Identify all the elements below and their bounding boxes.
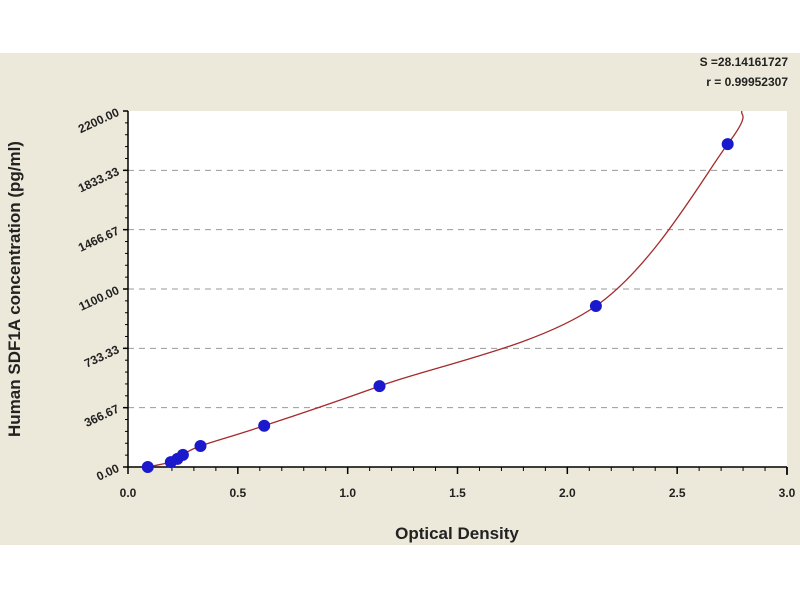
data-point <box>141 461 154 473</box>
x-tick-label: 0.0 <box>120 486 137 500</box>
data-point <box>589 299 602 312</box>
data-point <box>258 419 271 432</box>
x-axis-label: Optical Density <box>395 524 519 543</box>
y-tick-label: 366.67 <box>82 402 121 430</box>
x-tick-label: 2.0 <box>559 486 576 500</box>
plot-area <box>128 111 787 467</box>
y-tick-label: 1100.00 <box>77 283 122 314</box>
y-tick-label: 2200.00 <box>76 105 122 136</box>
y-tick-label: 1466.67 <box>76 224 122 255</box>
data-point <box>194 439 207 452</box>
x-tick-label: 0.5 <box>229 486 246 500</box>
data-point <box>721 138 734 151</box>
y-tick-label: 1833.33 <box>76 164 122 195</box>
x-tick-label: 2.5 <box>669 486 686 500</box>
y-tick-label: 0.00 <box>94 461 121 484</box>
data-point <box>373 380 386 393</box>
y-tick-label: 733.33 <box>82 342 121 370</box>
stat-r: r = 0.99952307 <box>706 75 788 89</box>
x-tick-label: 1.0 <box>339 486 356 500</box>
y-axis-label: Human SDF1A concentration (pg/ml) <box>5 141 24 437</box>
data-point <box>176 448 189 461</box>
x-tick-label: 1.5 <box>449 486 466 500</box>
stat-s: S =28.14161727 <box>700 55 789 69</box>
x-tick-label: 3.0 <box>779 486 796 500</box>
